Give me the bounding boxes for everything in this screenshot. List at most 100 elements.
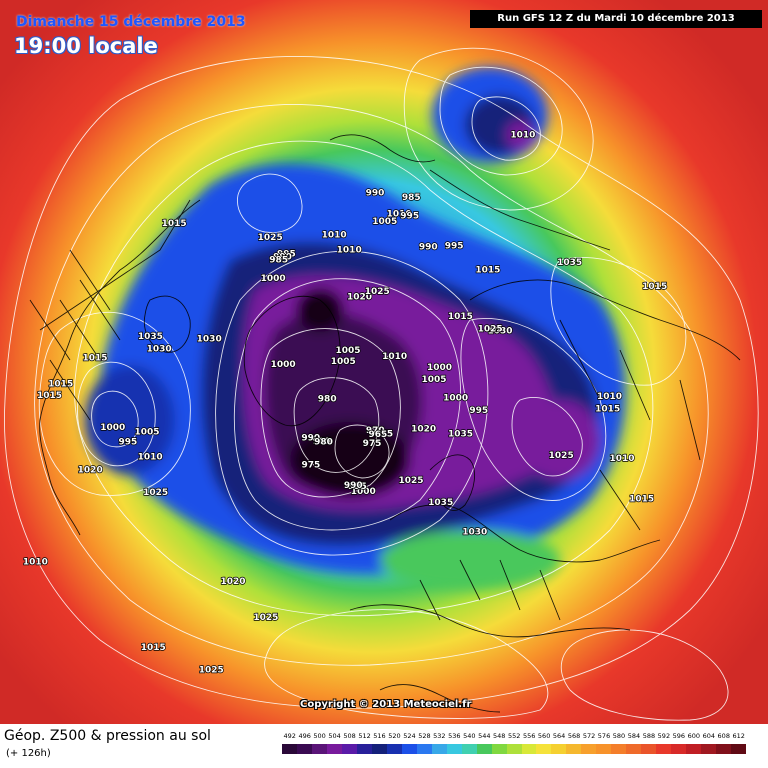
pressure-labels-layer: 1010101010151025103010351030101510151015… (22, 130, 668, 676)
map-footer: Géop. Z500 & pression au sol (+ 126h) 49… (0, 724, 768, 768)
isobar (293, 377, 380, 473)
color-scale-swatch (491, 744, 507, 754)
isobar-pressure-label: 1000 (443, 393, 468, 403)
isobar-pressure-label: 985 (402, 193, 421, 203)
isobar-pressure-label: 990 (273, 253, 292, 263)
isobar-pressure-label: 1000 (351, 487, 376, 497)
color-scale-swatch (416, 744, 432, 754)
color-scale-label: 500 (313, 732, 326, 740)
coastline-asia (469, 279, 741, 361)
isobar-pressure-label: 1035 (428, 498, 453, 508)
isobar (215, 250, 489, 556)
isobar-pressure-label: 995 (348, 482, 367, 492)
z500-low-core-arctic (296, 288, 344, 332)
color-scale-swatch (596, 744, 612, 754)
coastline-north-america (39, 199, 201, 536)
isobar-pressure-label: 995 (119, 438, 138, 448)
isobar-pressure-label: 1015 (37, 391, 62, 401)
isobar (237, 173, 303, 233)
isobar-pressure-label: 1015 (141, 643, 166, 653)
isobar (403, 47, 594, 211)
isobar-pressure-label: 1035 (448, 430, 473, 440)
isobar-pressure-label: 975 (302, 461, 321, 471)
isobar-pressure-label: 1025 (549, 451, 574, 461)
color-scale-swatch (656, 744, 672, 754)
coastline-greenland (243, 295, 341, 427)
model-run-label: Run GFS 12 Z du Mardi 10 décembre 2013 (470, 10, 762, 28)
isobar (233, 278, 461, 531)
isobar (471, 96, 541, 161)
isobar-pressure-label: 1025 (478, 325, 503, 335)
isobar-pressure-label: 1020 (347, 292, 372, 302)
isobar-pressure-label: 980 (318, 394, 337, 404)
isobar-pressure-label: 1025 (253, 613, 278, 623)
color-scale-swatch (701, 744, 717, 754)
color-scale-swatch (671, 744, 687, 754)
map-date-title: Dimanche 15 décembre 2013 (16, 14, 246, 30)
color-scale-label: 612 (732, 732, 745, 740)
color-scale-swatch (731, 744, 747, 754)
isobar (511, 396, 583, 477)
color-scale-swatch (521, 744, 537, 754)
isobar-pressure-label: 990 (301, 433, 320, 443)
color-scale-label: 504 (328, 732, 341, 740)
isobar (550, 257, 687, 386)
color-scale-swatch (371, 744, 387, 754)
color-scale-swatch (341, 744, 357, 754)
isobar-pressure-label: 1030 (487, 326, 512, 336)
coastline-siberia (429, 169, 611, 251)
isobar-pressure-label: 1035 (138, 332, 163, 342)
isobar-pressure-label: 1000 (271, 360, 296, 370)
isobar (439, 66, 563, 176)
isobar-pressure-label: 1015 (82, 353, 107, 363)
coastline-europe (389, 504, 661, 563)
forecast-lead-time: (+ 126h) (6, 748, 51, 759)
isobar-pressure-label: 1030 (197, 334, 222, 344)
color-scale-label: 592 (657, 732, 671, 740)
isobar-pressure-label: 985 (269, 256, 288, 266)
copyright-notice: Copyright © 2013 Meteociel.fr (300, 699, 472, 710)
isobar-pressure-label: 1025 (143, 488, 168, 498)
isobar-pressure-label: 975 (363, 439, 382, 449)
color-scale-label: 540 (463, 732, 476, 740)
coastline-africa (379, 684, 501, 713)
color-scale-swatch (461, 744, 477, 754)
isobar-pressure-label: 1010 (387, 209, 412, 219)
color-scale-label: 556 (522, 732, 536, 740)
color-scale-label: 528 (418, 732, 431, 740)
coastline-scandinavia (429, 454, 476, 511)
color-scale-swatch (326, 744, 342, 754)
color-scale-label: 512 (358, 732, 371, 740)
isobar-pressure-label: 1025 (199, 665, 224, 675)
isobars (4, 47, 759, 721)
border-usa-canada (39, 199, 191, 331)
isobar-pressure-label: 1005 (372, 217, 397, 227)
color-scale-label: 588 (642, 732, 656, 740)
color-scale-label: 532 (433, 732, 446, 740)
isobar-pressure-label: 1000 (427, 363, 452, 373)
color-scale-label: 548 (493, 732, 506, 740)
isobar-pressure-label: 1020 (78, 466, 103, 476)
coastline-alaska (329, 134, 436, 163)
isobar-pressure-label: 975 (374, 429, 393, 439)
isobar-pressure-label: 995 (469, 406, 488, 416)
color-scale-swatch (626, 744, 642, 754)
isobar-pressure-label: 995 (277, 249, 296, 259)
color-scale-swatch (431, 744, 447, 754)
isobar-pressure-label: 1030 (147, 344, 172, 354)
isobar-pressure-label: 1010 (322, 231, 347, 241)
isobar-pressure-label: 1005 (335, 346, 360, 356)
color-scale-swatch (311, 744, 327, 754)
isobar-pressure-label: 1035 (557, 258, 582, 268)
isobar (560, 629, 729, 721)
color-scale-label: 516 (373, 732, 386, 740)
isobar-pressure-label: 1005 (134, 428, 159, 438)
isobar-pressure-label: 1020 (411, 425, 436, 435)
color-scale-swatch (641, 744, 657, 754)
isobar-pressure-label: 1000 (261, 274, 286, 284)
color-scale-swatch (356, 744, 372, 754)
color-scale-swatch (401, 744, 417, 754)
color-scale-swatch (386, 744, 402, 754)
z500-green-europe (380, 530, 560, 590)
color-scale-label: 564 (552, 732, 566, 740)
